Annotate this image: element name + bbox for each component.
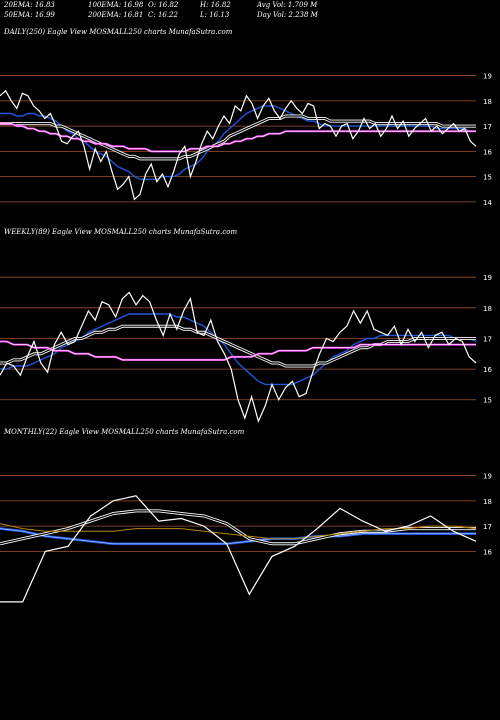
monthly-ytick-label: 17	[483, 523, 492, 531]
high-stat: H: 16.82	[200, 1, 231, 9]
ema20-stat: 20EMA: 16.83	[4, 1, 55, 9]
monthly-ytick-label: 18	[483, 498, 492, 506]
daily-ytick-label: 15	[483, 174, 492, 182]
daily-ytick-label: 18	[483, 98, 492, 106]
daily-price-line	[0, 89, 477, 201]
monthly-ytick-label: 19	[483, 473, 492, 481]
close-stat: C: 16.22	[148, 11, 178, 19]
weekly-ema-mid-core	[0, 325, 476, 367]
daily-ema-short-line	[0, 105, 476, 180]
monthly-price-line	[0, 495, 477, 603]
avg-vol-stat: Avg Vol: 1.709 M	[257, 1, 318, 9]
low-stat: L: 16.13	[200, 11, 230, 19]
weekly-ytick-label: 15	[483, 397, 492, 405]
daily-ytick-label: 14	[483, 199, 492, 207]
daily-ytick-label: 16	[483, 148, 492, 156]
daily-ytick-label: 17	[483, 123, 492, 131]
weekly-ytick-label: 17	[483, 335, 492, 343]
monthly-ema-mid-core	[0, 510, 476, 545]
monthly-ema-short-core	[0, 528, 476, 545]
day-vol-stat: Day Vol: 2.238 M	[257, 11, 318, 19]
weekly-ytick-label: 16	[483, 366, 492, 374]
daily-ema-long-core	[0, 123, 476, 152]
weekly-ema-long-core	[0, 341, 476, 361]
monthly-ytick-label: 16	[483, 548, 492, 556]
open-stat: O: 16.82	[148, 1, 179, 9]
weekly-chart-title: WEEKLY(89) Eagle View MOSMALL250 charts …	[4, 228, 238, 236]
ema50-stat: 50EMA: 16.99	[4, 11, 55, 19]
ema200-stat: 200EMA: 16.81	[88, 11, 144, 19]
daily-chart-title: DAILY(250) Eagle View MOSMALL250 charts …	[4, 28, 233, 36]
monthly-chart-title: MONTHLY(22) Eagle View MOSMALL250 charts…	[4, 428, 245, 436]
weekly-price-line	[0, 291, 477, 423]
weekly-ema-mid-line	[0, 324, 476, 368]
weekly-ytick-label: 18	[483, 305, 492, 313]
daily-ytick-label: 19	[483, 73, 492, 81]
weekly-ytick-label: 19	[483, 274, 492, 282]
ema100-stat: 100EMA: 16.98	[88, 1, 144, 9]
